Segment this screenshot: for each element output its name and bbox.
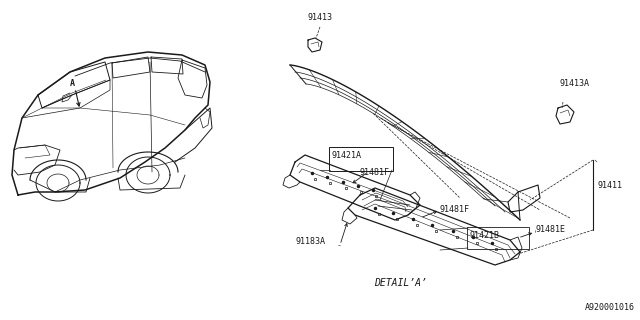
Text: A920001016: A920001016	[585, 303, 635, 312]
Text: 91421B: 91421B	[470, 231, 500, 240]
Text: A: A	[70, 79, 74, 89]
Text: 91481F: 91481F	[360, 168, 390, 177]
Text: 91481E: 91481E	[535, 226, 565, 235]
Text: 91413A: 91413A	[560, 79, 590, 88]
Text: 91413: 91413	[307, 13, 333, 22]
Text: 91481F: 91481F	[440, 205, 470, 214]
Text: 91183A: 91183A	[295, 237, 325, 246]
Text: 91421A: 91421A	[332, 151, 362, 160]
Text: DETAIL’A’: DETAIL’A’	[374, 278, 426, 288]
Text: 91411: 91411	[597, 180, 622, 189]
